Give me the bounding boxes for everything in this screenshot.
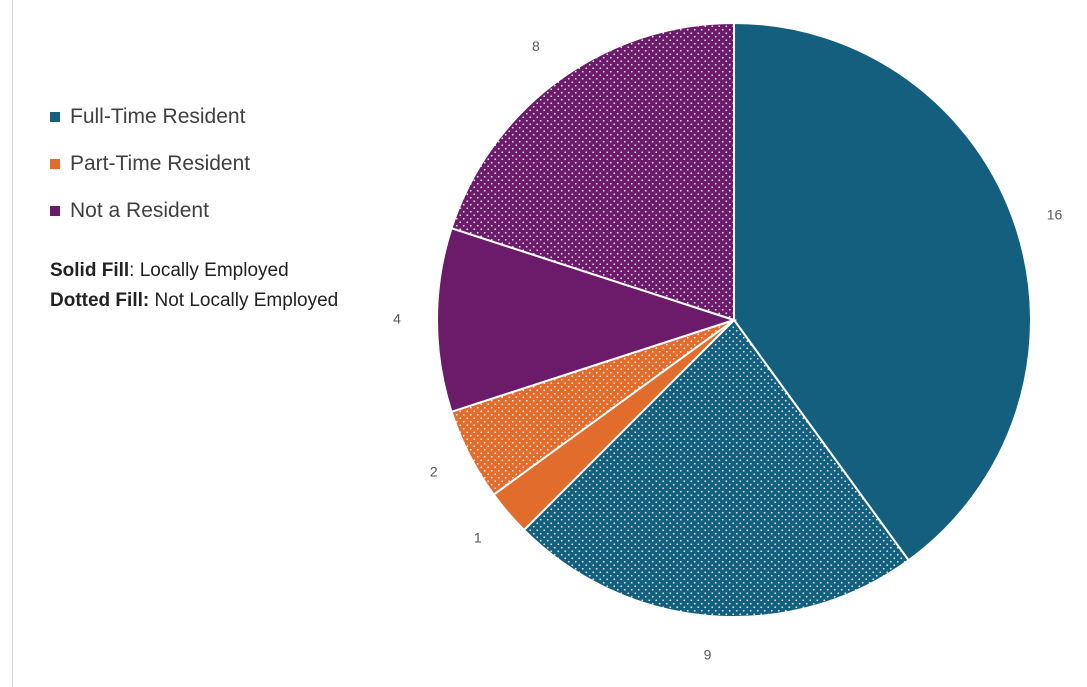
slice-data-label: 4	[393, 311, 401, 327]
legend-swatch-icon	[50, 112, 60, 122]
dotted-fill-key: Dotted Fill:	[50, 290, 150, 311]
dotted-fill-note: Dotted Fill: Not Locally Employed	[50, 286, 338, 316]
slice-data-label: 16	[1047, 207, 1063, 223]
slice-data-label: 8	[532, 38, 540, 54]
slice-data-label: 9	[704, 647, 712, 663]
slice-data-label: 1	[474, 530, 482, 546]
chart-legend: Full-Time Resident Part-Time Resident No…	[50, 103, 250, 244]
legend-swatch-icon	[50, 159, 60, 169]
solid-fill-key: Solid Fill	[50, 260, 130, 281]
slice-data-label: 2	[430, 464, 438, 480]
pie-slice-not-a-resident-solid	[436, 226, 738, 414]
legend-item-not-a-resident: Not a Resident	[50, 197, 250, 225]
solid-fill-value: Locally Employed	[139, 260, 289, 281]
pie-slice-not-a-resident-dotted	[450, 21, 735, 322]
solid-fill-note: Solid Fill: Locally Employed	[50, 260, 289, 281]
legend-item-full-time-resident: Full-Time Resident	[50, 103, 250, 131]
legend-label: Full-Time Resident	[70, 105, 246, 128]
legend-swatch-icon	[50, 206, 60, 216]
pie-slices	[436, 21, 1032, 618]
pie-data-labels: 16 9 1 2 4 8	[393, 38, 1062, 663]
left-border	[12, 0, 13, 687]
pie-slice-full-time-resident-solid	[733, 21, 1032, 562]
legend-label: Not a Resident	[70, 199, 209, 222]
dotted-fill-value: Not Locally Employed	[154, 290, 339, 311]
fill-pattern-note: Solid Fill: Locally Employed Dotted Fill…	[50, 256, 338, 316]
legend-label: Part-Time Resident	[70, 152, 251, 175]
legend-item-part-time-resident: Part-Time Resident	[50, 150, 250, 178]
pie-slice-full-time-resident-dotted	[522, 318, 910, 618]
